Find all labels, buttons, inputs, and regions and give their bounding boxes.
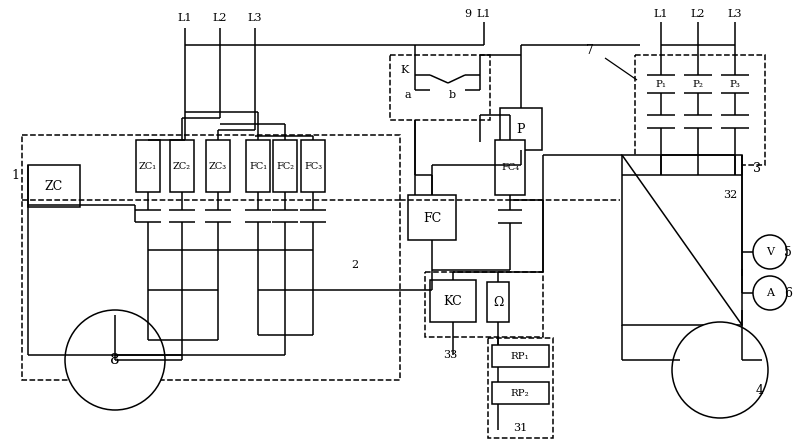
Text: Ω: Ω — [493, 296, 503, 308]
Bar — [492, 345, 549, 367]
Bar — [408, 195, 456, 240]
Text: 33: 33 — [443, 350, 457, 360]
Text: FC: FC — [423, 212, 441, 224]
Text: P₂: P₂ — [693, 80, 703, 88]
Bar — [500, 108, 542, 150]
Bar — [136, 140, 160, 192]
Bar — [487, 282, 509, 322]
Text: L3: L3 — [728, 9, 742, 19]
Text: 1: 1 — [11, 169, 19, 181]
Text: ZC: ZC — [45, 180, 63, 193]
Bar — [170, 140, 194, 192]
Text: L1: L1 — [477, 9, 491, 19]
Bar — [492, 382, 549, 404]
Bar — [635, 55, 765, 165]
Text: 8: 8 — [110, 353, 120, 367]
Text: a: a — [405, 90, 411, 100]
Text: V: V — [766, 247, 774, 257]
Text: L1: L1 — [178, 13, 192, 23]
Bar — [425, 272, 543, 337]
Bar — [22, 135, 400, 380]
Text: 3: 3 — [753, 161, 761, 175]
Text: 2: 2 — [351, 260, 358, 270]
Text: L2: L2 — [690, 9, 706, 19]
Text: 6: 6 — [784, 286, 792, 300]
Text: ZC₃: ZC₃ — [209, 161, 227, 171]
Text: 9: 9 — [465, 9, 471, 19]
Text: 4: 4 — [756, 384, 764, 396]
Text: RP₂: RP₂ — [510, 389, 530, 397]
Text: KC: KC — [444, 294, 462, 308]
Text: 7: 7 — [586, 44, 594, 56]
Circle shape — [672, 322, 768, 418]
Text: 31: 31 — [513, 423, 527, 433]
Text: FC₁: FC₁ — [249, 161, 267, 171]
Text: RP₁: RP₁ — [510, 352, 530, 360]
Text: 5: 5 — [784, 246, 792, 259]
Text: P: P — [517, 122, 526, 136]
Bar — [495, 140, 525, 195]
Text: ZC₁: ZC₁ — [139, 161, 157, 171]
Bar — [622, 155, 742, 325]
Text: L1: L1 — [654, 9, 668, 19]
Bar — [301, 140, 325, 192]
Text: L2: L2 — [213, 13, 227, 23]
Bar — [430, 280, 476, 322]
Text: ZC₂: ZC₂ — [173, 161, 191, 171]
Text: FC₃: FC₃ — [304, 161, 322, 171]
Bar — [488, 338, 553, 438]
Circle shape — [753, 235, 787, 269]
Bar — [206, 140, 230, 192]
Bar — [273, 140, 297, 192]
Circle shape — [65, 310, 165, 410]
Text: L3: L3 — [248, 13, 262, 23]
Bar — [390, 55, 490, 120]
Text: P₁: P₁ — [655, 80, 666, 88]
Text: P₃: P₃ — [730, 80, 741, 88]
Text: FC₄: FC₄ — [501, 162, 519, 172]
Text: 32: 32 — [723, 190, 737, 200]
Text: A: A — [766, 288, 774, 298]
Text: b: b — [449, 90, 455, 100]
Circle shape — [753, 276, 787, 310]
Text: FC₂: FC₂ — [276, 161, 294, 171]
Text: K: K — [401, 65, 409, 75]
Bar — [28, 165, 80, 207]
Bar — [246, 140, 270, 192]
